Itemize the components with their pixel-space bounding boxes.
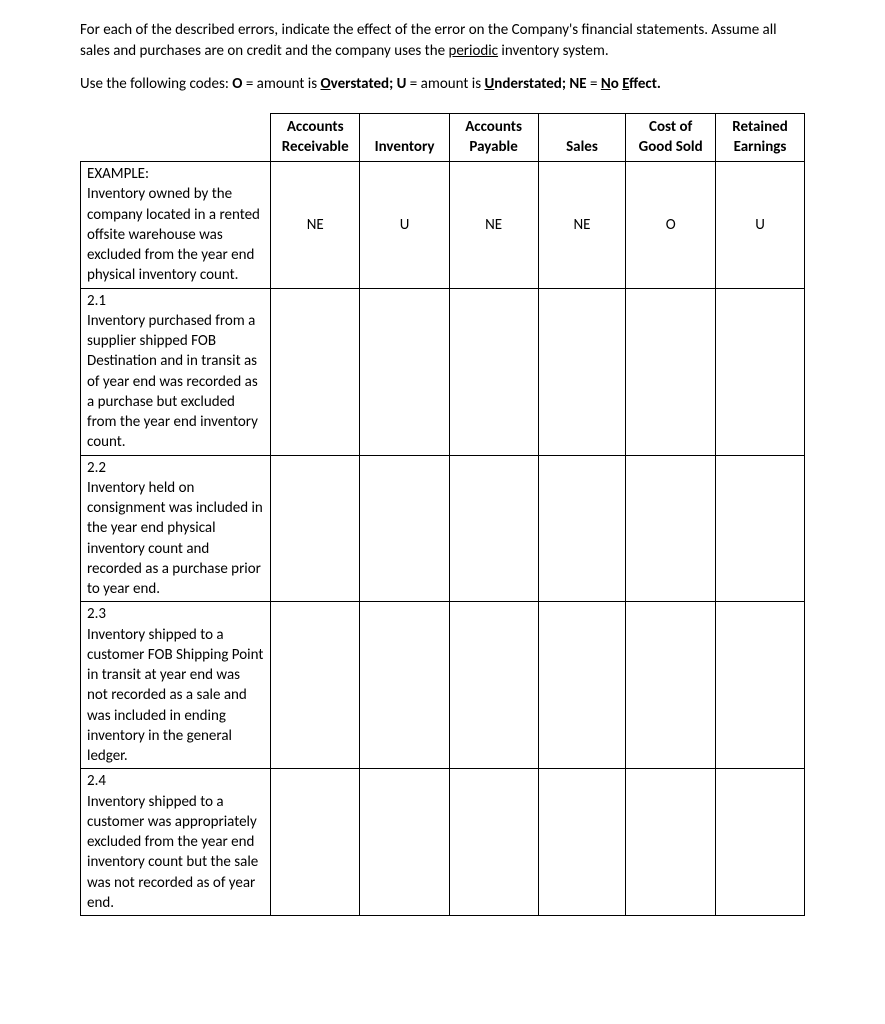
instr-text1-end: inventory system.: [498, 42, 609, 60]
instr-text1: For each of the described errors, indica…: [80, 21, 777, 60]
instructions-para2: Use the following codes: O = amount is O…: [80, 74, 805, 95]
row-label: 2.2: [87, 459, 106, 477]
hdr-re2: Earnings: [734, 138, 787, 156]
cell-cogs[interactable]: O: [626, 162, 716, 289]
hdr-ap2: Payable: [469, 138, 517, 156]
codes-prefix: Use the following codes:: [80, 75, 232, 93]
hdr-re1: Retained: [732, 118, 787, 136]
row-label: 2.3: [87, 605, 106, 623]
cell-ap[interactable]: NE: [449, 162, 538, 289]
table-body: EXAMPLE: Inventory owned by the company l…: [81, 162, 805, 916]
cell-sales[interactable]: NE: [538, 162, 626, 289]
header-re: Retained Earnings: [716, 114, 805, 162]
code-o-text2: verstated;: [331, 75, 397, 93]
cell-ar[interactable]: [270, 769, 359, 916]
hdr-ar2: Receivable: [282, 138, 349, 156]
cell-inv[interactable]: [360, 769, 449, 916]
row-label: 2.1: [87, 292, 106, 310]
code-o-bold: O: [232, 75, 242, 93]
code-u-under: U: [484, 75, 494, 93]
instr-periodic: periodic: [448, 42, 498, 60]
row-desc: 2.3 Inventory shipped to a customer FOB S…: [81, 602, 271, 769]
code-ne-text2b: o: [611, 75, 622, 93]
hdr-cogs1: Cost of: [649, 118, 692, 136]
cell-ar[interactable]: NE: [270, 162, 359, 289]
instructions-block: For each of the described errors, indica…: [80, 20, 805, 95]
cell-inv[interactable]: U: [360, 162, 449, 289]
cell-re[interactable]: U: [716, 162, 805, 289]
cell-inv[interactable]: [360, 602, 449, 769]
hdr-sales: Sales: [566, 138, 598, 156]
cell-ar[interactable]: [270, 288, 359, 455]
errors-table: Accounts Receivable Inventory Accounts Pay…: [80, 113, 805, 916]
header-row: Accounts Receivable Inventory Accounts Pay…: [81, 114, 805, 162]
cell-sales[interactable]: [538, 288, 626, 455]
instructions-para1: For each of the described errors, indica…: [80, 20, 805, 62]
header-inventory: Inventory: [360, 114, 449, 162]
table-row: 2.2 Inventory held on consignment was inc…: [81, 455, 805, 602]
hdr-inv: Inventory: [375, 138, 435, 156]
row-label: EXAMPLE:: [87, 165, 149, 183]
table-row: 2.3 Inventory shipped to a customer FOB S…: [81, 602, 805, 769]
code-o-under: O: [321, 75, 331, 93]
cell-sales[interactable]: [538, 769, 626, 916]
code-u-bold: U: [397, 75, 407, 93]
hdr-cogs2: Good Sold: [639, 138, 703, 156]
cell-re[interactable]: [716, 769, 805, 916]
cell-cogs[interactable]: [626, 455, 716, 602]
header-ar: Accounts Receivable: [270, 114, 359, 162]
cell-cogs[interactable]: [626, 288, 716, 455]
header-sales: Sales: [538, 114, 626, 162]
header-cogs: Cost of Good Sold: [626, 114, 716, 162]
table-row: EXAMPLE: Inventory owned by the company l…: [81, 162, 805, 289]
code-u-text2: nderstated;: [494, 75, 569, 93]
cell-ap[interactable]: [449, 602, 538, 769]
cell-re[interactable]: [716, 602, 805, 769]
row-label: 2.4: [87, 772, 106, 790]
cell-ar[interactable]: [270, 455, 359, 602]
table-row: 2.4 Inventory shipped to a customer was a…: [81, 769, 805, 916]
cell-ap[interactable]: [449, 288, 538, 455]
row-desc-text: Inventory purchased from a supplier ship…: [87, 312, 258, 452]
code-u-text: = amount is: [406, 75, 484, 93]
cell-re[interactable]: [716, 288, 805, 455]
hdr-ap1: Accounts: [465, 118, 522, 136]
row-desc-text: Inventory shipped to a customer was appr…: [87, 793, 258, 912]
row-desc-text: Inventory shipped to a customer FOB Ship…: [87, 626, 263, 766]
row-desc: 2.2 Inventory held on consignment was inc…: [81, 455, 271, 602]
code-ne-text: =: [587, 75, 601, 93]
cell-inv[interactable]: [360, 288, 449, 455]
cell-cogs[interactable]: [626, 602, 716, 769]
header-ap: Accounts Payable: [449, 114, 538, 162]
cell-sales[interactable]: [538, 602, 626, 769]
cell-re[interactable]: [716, 455, 805, 602]
row-desc-text: Inventory held on consignment was includ…: [87, 479, 263, 598]
header-blank: [81, 114, 271, 162]
row-desc: EXAMPLE: Inventory owned by the company l…: [81, 162, 271, 289]
cell-cogs[interactable]: [626, 769, 716, 916]
cell-sales[interactable]: [538, 455, 626, 602]
hdr-ar1: Accounts: [287, 118, 344, 136]
cell-inv[interactable]: [360, 455, 449, 602]
code-ne-under: N: [601, 75, 611, 93]
cell-ar[interactable]: [270, 602, 359, 769]
code-ne-text3: ffect.: [629, 75, 661, 93]
row-desc: 2.1 Inventory purchased from a supplier s…: [81, 288, 271, 455]
code-o-text: = amount is: [242, 75, 320, 93]
row-desc-text: Inventory owned by the company located i…: [87, 185, 260, 284]
code-ne-bold: NE: [569, 75, 586, 93]
cell-ap[interactable]: [449, 455, 538, 602]
row-desc: 2.4 Inventory shipped to a customer was a…: [81, 769, 271, 916]
cell-ap[interactable]: [449, 769, 538, 916]
table-row: 2.1 Inventory purchased from a supplier s…: [81, 288, 805, 455]
